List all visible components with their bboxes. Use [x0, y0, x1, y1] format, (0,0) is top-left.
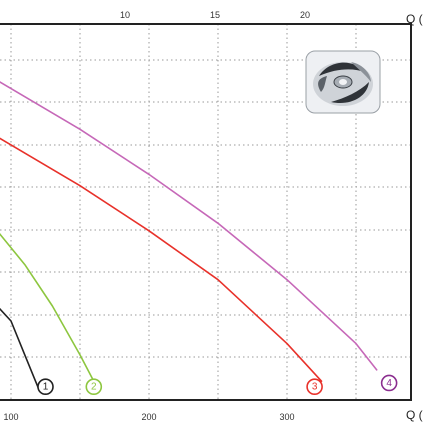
curve-marker-2 — [85, 378, 103, 396]
curve-2 — [0, 232, 95, 382]
curve-marker-label: 3 — [312, 382, 318, 393]
curve-marker-3 — [306, 378, 323, 396]
bottom-tick-label: 200 — [141, 412, 156, 422]
curve-markers: 1 2 3 4 — [37, 374, 398, 396]
top-tick-label: 15 — [210, 10, 220, 20]
curve-marker-label: 1 — [43, 382, 49, 393]
curve-marker-label: 2 — [91, 382, 97, 393]
plot-frame — [0, 23, 412, 401]
top-tick-label: 20 — [300, 10, 310, 20]
top-axis-ticks: 10 15 20 — [120, 10, 310, 20]
curve-marker-label: 4 — [386, 378, 392, 389]
curve-1 — [0, 307, 40, 390]
curve-3 — [0, 137, 323, 382]
curve-marker-1 — [37, 378, 54, 396]
bottom-tick-label: 100 — [3, 412, 18, 422]
bottom-axis-ticks: 100 200 300 — [3, 412, 294, 422]
top-tick-label: 10 — [120, 10, 130, 20]
pump-curves — [0, 81, 378, 390]
impeller-image — [305, 50, 381, 114]
curve-marker-4 — [380, 374, 398, 392]
x-axis-title-bottom: Q ( — [406, 408, 423, 422]
bottom-tick-label: 300 — [279, 412, 294, 422]
x-axis-title-top: Q ( — [406, 12, 423, 26]
curve-4 — [0, 81, 378, 371]
